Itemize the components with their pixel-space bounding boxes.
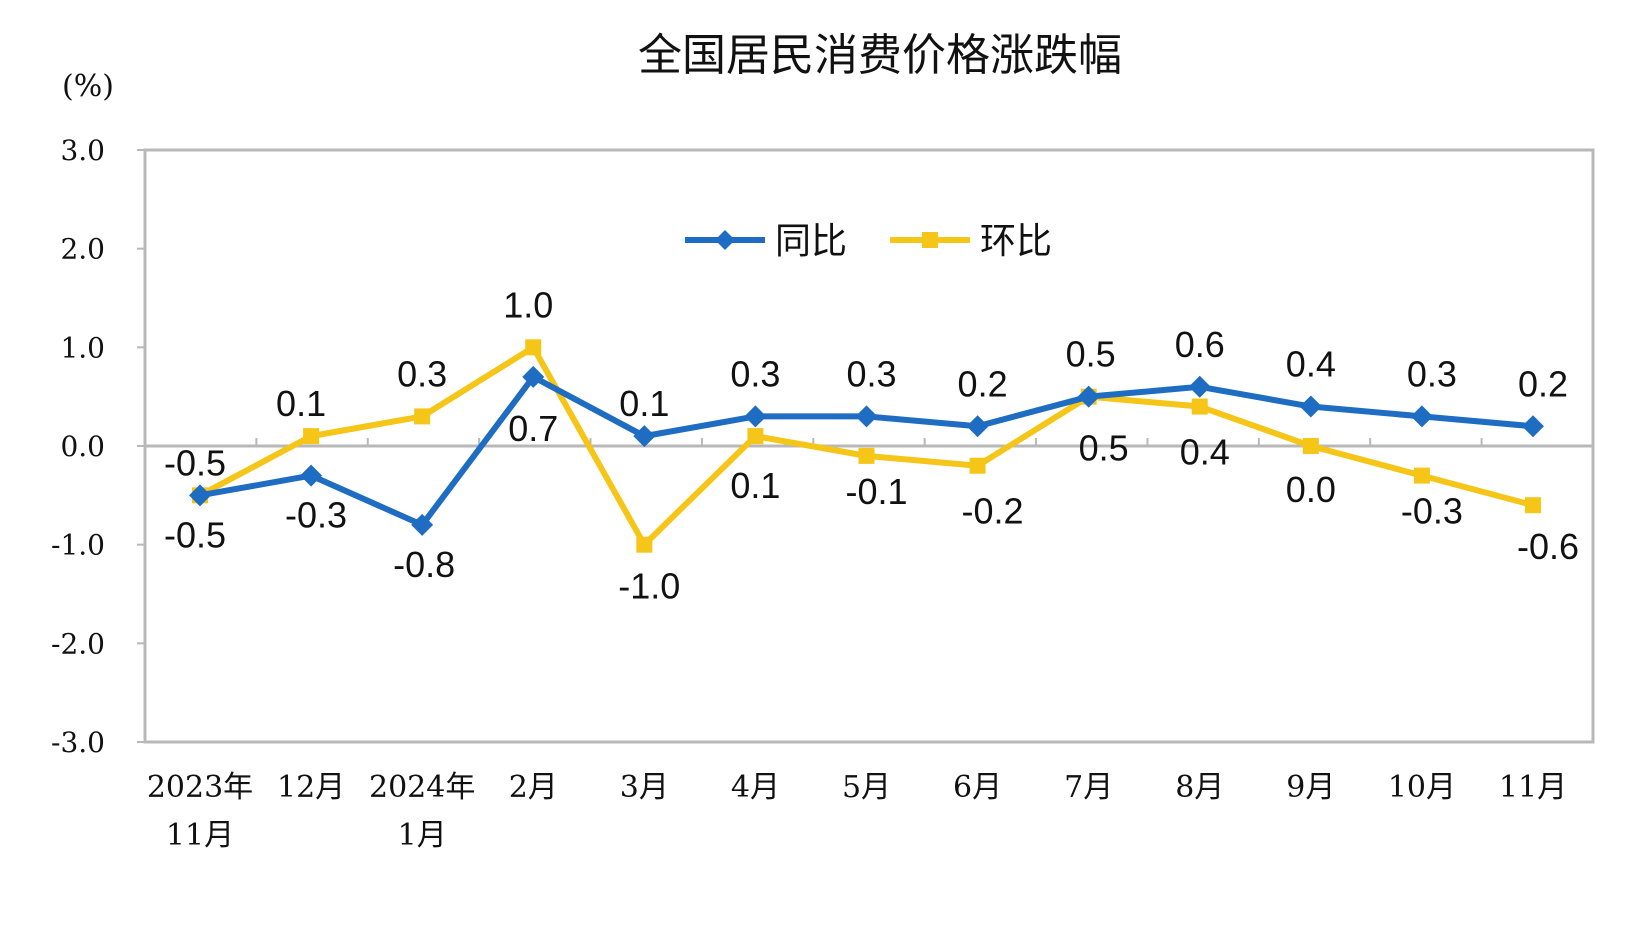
data-point-square xyxy=(303,428,320,445)
legend-marker-square xyxy=(922,232,938,248)
data-point-diamond xyxy=(300,464,323,487)
data-point-square xyxy=(747,428,764,445)
data-point-diamond xyxy=(189,484,211,507)
data-label: -0.5 xyxy=(164,514,226,555)
data-label: 1.0 xyxy=(503,284,553,325)
data-point-diamond xyxy=(1188,375,1211,398)
data-label: 0.3 xyxy=(397,353,447,394)
data-point-square xyxy=(1302,438,1319,454)
data-label: -0.6 xyxy=(1517,526,1579,567)
x-tick-label: 8月 xyxy=(1175,770,1224,805)
data-point-diamond xyxy=(1077,385,1100,408)
y-tick-label: -3.0 xyxy=(51,726,105,759)
data-point-diamond xyxy=(633,425,656,448)
data-label: 0.6 xyxy=(1175,324,1225,365)
y-axis-unit: (%) xyxy=(62,69,114,104)
data-point-diamond xyxy=(1299,395,1322,418)
x-tick-label: 11月 xyxy=(166,818,234,853)
data-point-diamond xyxy=(522,365,545,388)
x-tick-label: 6月 xyxy=(953,770,1002,805)
data-label: -0.1 xyxy=(845,471,907,512)
legend: 同比 环比 xyxy=(685,221,1052,262)
x-tick-label: 10月 xyxy=(1388,770,1456,805)
x-tick-label: 9月 xyxy=(1286,770,1335,805)
data-label: 0.4 xyxy=(1286,344,1336,385)
y-tick-label: 0.0 xyxy=(60,430,105,463)
data-point-diamond xyxy=(744,405,767,428)
x-tick-label: 3月 xyxy=(620,770,669,805)
data-point-diamond xyxy=(855,405,878,428)
data-label: 0.3 xyxy=(846,353,896,394)
x-tick-label: 5月 xyxy=(842,770,891,805)
data-label: 0.2 xyxy=(1518,363,1568,404)
series-layer xyxy=(189,339,1544,553)
data-point-square xyxy=(1413,467,1430,484)
data-point-diamond xyxy=(1522,415,1544,438)
x-axis: 2023年 11月 12月 2024年 1月 2月 3月 4月 5月 6月 7月 8月 9月 10月 11月 xyxy=(144,438,1594,853)
data-point-square xyxy=(414,408,431,425)
y-tick-label: -2.0 xyxy=(51,627,105,660)
data-point-square xyxy=(1191,398,1208,415)
data-label: 0.1 xyxy=(730,465,780,506)
legend-label: 环比 xyxy=(980,221,1052,262)
data-label: 0.0 xyxy=(1286,469,1336,510)
data-label: 0.3 xyxy=(1407,353,1457,394)
y-tick-label: 3.0 xyxy=(60,134,105,167)
legend-label: 同比 xyxy=(775,221,847,262)
data-point-square xyxy=(969,457,986,474)
data-label: -0.3 xyxy=(1401,491,1463,532)
y-tick-label: -1.0 xyxy=(51,529,105,562)
x-tick-label: 4月 xyxy=(731,770,780,805)
y-axis: 3.0 2.0 1.0 0.0 -1.0 -2.0 -3.0 xyxy=(51,134,145,759)
data-label: 0.1 xyxy=(276,383,326,424)
data-point-square xyxy=(1525,497,1541,514)
data-label: -0.3 xyxy=(285,495,347,536)
data-label: 0.3 xyxy=(730,353,780,394)
data-label: -0.8 xyxy=(393,544,455,585)
x-tick-label: 7月 xyxy=(1064,770,1113,805)
x-tick-label: 11月 xyxy=(1499,770,1567,805)
data-label: -0.2 xyxy=(962,491,1024,532)
data-point-square xyxy=(858,447,875,464)
data-point-diamond xyxy=(1410,405,1433,428)
data-point-square xyxy=(525,339,542,356)
data-labels: -0.5 -0.3 -0.8 0.7 0.1 0.3 0.3 0.2 0.5 0.6 0.4 0.3 0… xyxy=(164,284,1579,606)
data-point-square xyxy=(636,536,653,553)
data-label: 0.7 xyxy=(508,408,558,449)
x-tick-label: 2024年 xyxy=(369,770,475,805)
y-tick-label: 1.0 xyxy=(60,331,105,364)
data-label: 0.5 xyxy=(1079,428,1129,469)
x-tick-label: 1月 xyxy=(398,818,447,853)
y-tick-label: 2.0 xyxy=(60,233,105,266)
data-point-diamond xyxy=(966,415,989,438)
data-point-diamond xyxy=(411,513,434,536)
data-label: -0.5 xyxy=(164,442,226,483)
data-label: 0.4 xyxy=(1180,432,1230,473)
x-tick-label: 2023年 xyxy=(147,770,253,805)
chart-title: 全国居民消费价格涨跌幅 xyxy=(638,30,1122,81)
x-tick-label: 2月 xyxy=(509,770,558,805)
data-label: 0.5 xyxy=(1066,334,1116,375)
data-label: 0.1 xyxy=(619,383,669,424)
legend-marker-diamond xyxy=(715,230,735,250)
data-label: -1.0 xyxy=(618,566,680,607)
x-tick-label: 12月 xyxy=(277,770,345,805)
data-label: 0.2 xyxy=(958,363,1008,404)
